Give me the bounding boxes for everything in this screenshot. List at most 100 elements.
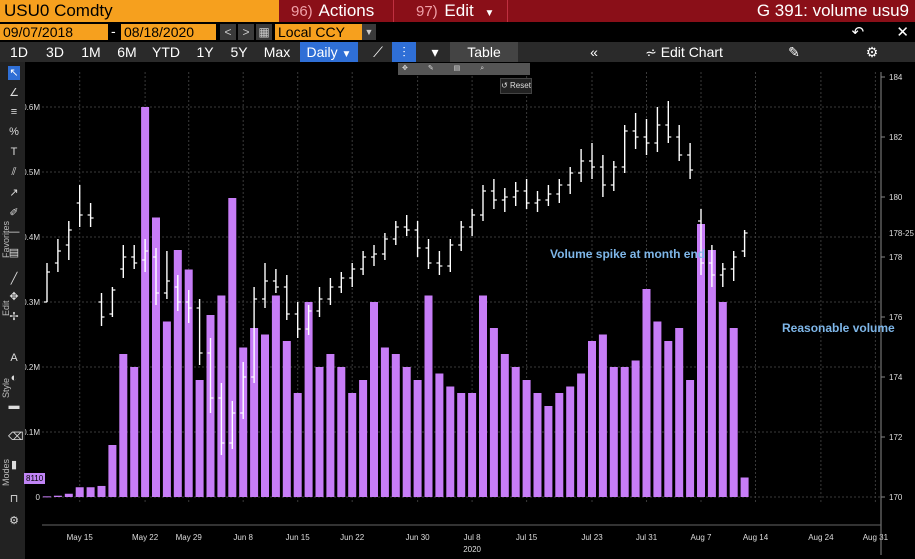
end-date-field[interactable]: 08/18/2020 xyxy=(121,24,216,40)
start-date-field[interactable]: 09/07/2018 xyxy=(0,24,108,40)
tab-6m[interactable]: 6M xyxy=(117,44,137,60)
frequency-select[interactable]: Daily ▼ xyxy=(300,42,358,62)
reset-icon: ↺ xyxy=(501,81,508,90)
price-tick-label: 172 xyxy=(889,433,903,442)
pencil-icon[interactable]: ✎ xyxy=(788,44,800,60)
price-tick-label: 180 xyxy=(889,193,903,202)
calendar-icon[interactable]: ▦ xyxy=(256,24,272,40)
line-chart-icon[interactable]: ⟋ xyxy=(373,44,383,60)
volume-bar xyxy=(53,495,62,497)
chevron-left-icon[interactable]: < xyxy=(220,24,236,40)
graph-title: G 391: volume usu9 xyxy=(756,1,909,20)
volume-bar xyxy=(239,347,248,497)
volume-bar xyxy=(740,477,749,497)
bookmark-icon[interactable]: ▮ xyxy=(10,459,18,471)
channel-icon[interactable]: ⫽ xyxy=(11,166,17,178)
actions-label: Actions xyxy=(318,1,375,20)
font-icon[interactable]: A xyxy=(10,352,18,364)
price-tick-label: 170 xyxy=(889,493,903,502)
undo-icon[interactable]: ↶ xyxy=(851,24,865,41)
x-tick-label: Jul 31 xyxy=(636,533,658,542)
volume-bar xyxy=(479,295,487,497)
x-tick-label: Jul 15 xyxy=(516,533,538,542)
annotate-icon[interactable]: ✎ xyxy=(427,65,434,72)
bar-chart-icon[interactable]: ⫶ xyxy=(392,42,416,62)
trend-icon[interactable]: ╱ xyxy=(10,273,18,285)
currency-select[interactable]: Local CCY xyxy=(275,24,362,40)
mini-toolbar: ✥ ✎ ▤ ⌕ xyxy=(398,63,530,75)
x-tick-label: Jul 23 xyxy=(581,533,603,542)
text-tool-icon[interactable]: T xyxy=(10,146,18,158)
settings-icon[interactable]: ⚙ xyxy=(9,515,19,527)
volume-bar xyxy=(108,445,117,497)
volume-bar xyxy=(675,328,684,497)
volume-bar xyxy=(271,295,280,497)
close-icon[interactable]: ✕ xyxy=(896,24,909,41)
caret-down-icon: ▼ xyxy=(484,8,495,19)
eraser-icon[interactable]: ⌫ xyxy=(8,431,24,443)
volume-tick-label: 0.5M xyxy=(25,168,40,177)
arrow-tool-icon[interactable]: ↗ xyxy=(9,187,19,199)
ticker-field[interactable]: USU0 Comdty xyxy=(0,0,279,22)
annotation-reasonable: Reasonable volume xyxy=(782,321,895,335)
volume-bar xyxy=(162,321,171,497)
zoom-icon[interactable]: ⌕ xyxy=(480,65,485,72)
style-label: Style xyxy=(1,377,11,398)
volume-bar xyxy=(315,367,324,497)
tab-ytd[interactable]: YTD xyxy=(152,44,180,60)
volume-bar xyxy=(707,250,716,497)
volume-bar xyxy=(391,354,400,497)
pan-icon[interactable]: ✢ xyxy=(9,311,19,323)
chevron-right-icon[interactable]: > xyxy=(238,24,254,40)
volume-bar xyxy=(43,496,51,498)
x-tick-label: May 22 xyxy=(132,533,159,542)
tab-1d[interactable]: 1D xyxy=(10,44,28,60)
volume-bar xyxy=(468,393,477,497)
pattern-icon[interactable]: ▤ xyxy=(8,247,20,259)
magnet-icon[interactable]: ⊓ xyxy=(9,493,19,505)
modes-label: Modes xyxy=(1,458,11,486)
tab-5y[interactable]: 5Y xyxy=(230,44,248,60)
table-button[interactable]: Table xyxy=(450,42,518,62)
hline-icon[interactable]: — xyxy=(8,226,20,238)
volume-bar xyxy=(631,360,640,497)
tab-max[interactable]: Max xyxy=(263,44,291,60)
volume-bar xyxy=(97,485,106,497)
volume-bar xyxy=(500,354,509,497)
cursor-icon[interactable]: ↖ xyxy=(8,66,20,80)
tab-1m[interactable]: 1M xyxy=(81,44,101,60)
tab-1y[interactable]: 1Y xyxy=(196,44,214,60)
hand-icon[interactable]: ✥ xyxy=(402,65,408,72)
actions-menu-button[interactable]: 96) Actions ▼ xyxy=(281,0,394,42)
volume-bar xyxy=(326,354,335,497)
volume-tick-label: 0.1M xyxy=(25,428,40,437)
volume-bar xyxy=(250,328,259,497)
volume-tick-label: 0.6M xyxy=(25,103,40,112)
news-icon[interactable]: ▤ xyxy=(453,65,461,72)
reset-button[interactable]: ↺ Reset xyxy=(500,78,532,94)
volume-price-chart[interactable]: 0 0.1M 0.2M 0.3M 0.4M 0.5M 0.6M May 15 May 22 May… xyxy=(25,62,915,559)
volume-tick-label: 0.3M xyxy=(25,298,40,307)
fill-icon[interactable]: ◐ xyxy=(10,372,18,384)
stroke-icon[interactable]: ▬ xyxy=(8,400,20,412)
gear-icon[interactable]: ⚙ xyxy=(865,44,879,60)
fib-tool-icon[interactable]: ≡ xyxy=(10,106,18,118)
caret-down-icon: ▼ xyxy=(341,49,352,60)
price-tick-label: 178 xyxy=(889,253,903,262)
line-tool-icon[interactable]: ∠ xyxy=(9,87,19,99)
volume-bar xyxy=(620,367,629,497)
volume-bar xyxy=(522,380,531,497)
volume-bar xyxy=(446,386,455,497)
edit-menu-button[interactable]: 97) Edit ▼ xyxy=(396,0,508,22)
percent-icon[interactable]: % xyxy=(9,126,19,138)
edit-chart-button[interactable]: ⩫ Edit Chart xyxy=(636,42,732,62)
caret-down-icon[interactable]: ▼ xyxy=(362,24,376,40)
move-icon[interactable]: ✥ xyxy=(9,291,19,303)
caret-down-icon[interactable]: ▾ xyxy=(431,44,439,60)
brush-icon[interactable]: ✐ xyxy=(9,207,19,219)
tab-3d[interactable]: 3D xyxy=(46,44,64,60)
volume-bar xyxy=(152,217,160,497)
volume-bar xyxy=(544,406,553,497)
reset-label: Reset xyxy=(510,81,531,90)
collapse-icon[interactable]: « xyxy=(590,44,598,60)
